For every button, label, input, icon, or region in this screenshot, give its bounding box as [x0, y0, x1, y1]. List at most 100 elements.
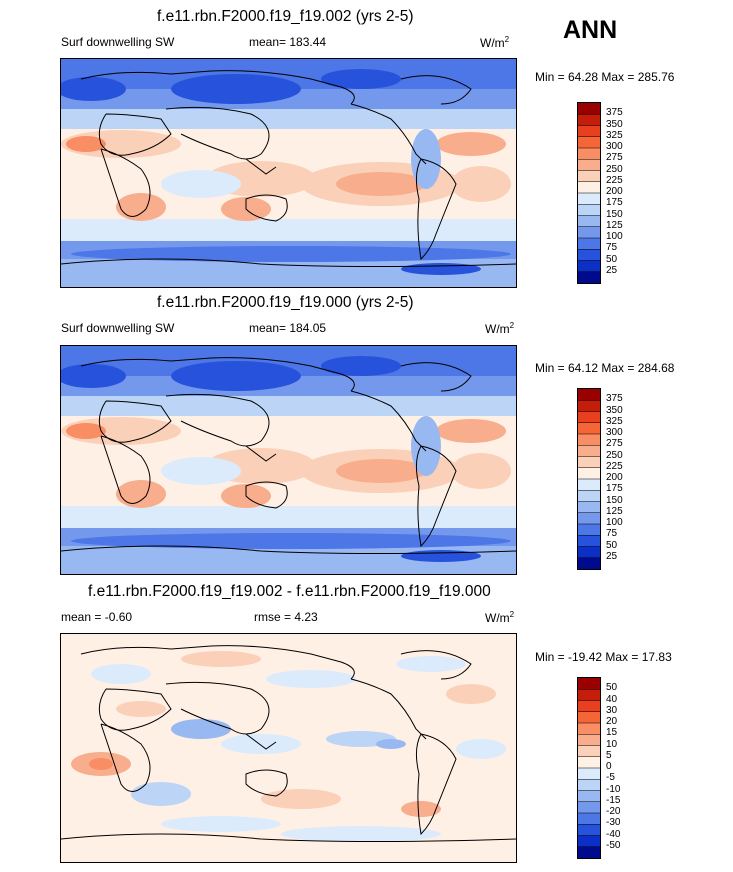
panel3-colorbar-tick: 20	[606, 716, 618, 727]
panel1-colorbar-labels: 375 350 325 300 275 250 225 200 175 150 …	[606, 102, 656, 282]
panel3-colorbar-tick: 50	[606, 682, 618, 694]
panel1-map	[60, 58, 517, 288]
panel3-colorbar-tick: 30	[606, 704, 618, 716]
panel1-colorbar-tick: 225	[606, 174, 623, 186]
panel1-colorbar-tick: 50	[606, 253, 618, 265]
panel2-colorbar-tick: 300	[606, 427, 623, 438]
panel3-minmax: Min = -19.42 Max = 17.83	[535, 650, 672, 664]
panel2-colorbar-labels: 375 350 325 300 275 250 225 200 175 150 …	[606, 388, 656, 568]
panel3-map	[60, 633, 517, 863]
colorbar-swatch	[578, 824, 600, 836]
panel1-mean-label: mean= 183.44	[249, 35, 327, 49]
panel3-rmse-label: rmse = 4.23	[254, 610, 318, 624]
panel2-colorbar-tick: 25	[606, 550, 618, 562]
panel2-units: W/m2	[485, 321, 515, 336]
panel1-field	[61, 59, 516, 287]
colorbar-swatch	[578, 389, 600, 401]
season-label: ANN	[563, 16, 618, 44]
colorbar-swatch	[578, 193, 600, 205]
colorbar-swatch	[578, 756, 600, 769]
colorbar-swatch	[578, 835, 600, 848]
colorbar-swatch	[578, 535, 600, 547]
colorbar-swatch	[578, 490, 600, 502]
panel2-minmax: Min = 64.12 Max = 284.68	[535, 361, 675, 375]
panel3-colorbar	[577, 677, 601, 859]
colorbar-swatch	[578, 238, 600, 250]
colorbar-swatch	[578, 170, 600, 183]
colorbar-swatch	[578, 546, 600, 559]
colorbar-swatch	[578, 689, 600, 701]
panel2-colorbar-tick: 75	[606, 528, 618, 540]
colorbar-swatch	[578, 226, 600, 239]
colorbar-swatch	[578, 745, 600, 758]
panel1-colorbar	[577, 102, 601, 284]
colorbar-swatch	[578, 456, 600, 469]
colorbar-swatch	[578, 524, 600, 536]
colorbar-swatch	[578, 422, 600, 435]
colorbar-swatch	[578, 204, 600, 216]
colorbar-swatch	[578, 114, 600, 126]
panel1-colorbar-tick: 200	[606, 186, 623, 197]
colorbar-swatch	[578, 271, 600, 283]
panel2-colorbar-tick: 125	[606, 505, 623, 517]
panel1-colorbar-tick: 250	[606, 163, 623, 175]
colorbar-swatch	[578, 557, 600, 569]
colorbar-swatch	[578, 479, 600, 491]
panel2-colorbar-tick: 50	[606, 539, 618, 551]
panel3-field	[61, 634, 516, 862]
panel2-title: f.e11.rbn.F2000.f19_f19.000 (yrs 2-5)	[157, 294, 414, 311]
panel2-variable-label: Surf downwelling SW	[61, 321, 175, 335]
panel3-colorbar-tick: -40	[606, 828, 621, 840]
panel2-colorbar-tick: 325	[606, 415, 623, 427]
panel1-colorbar-tick: 325	[606, 129, 623, 141]
panel2-colorbar-tick: 350	[606, 404, 623, 416]
panel1-colorbar-tick: 300	[606, 141, 623, 152]
colorbar-swatch	[578, 181, 600, 194]
colorbar-swatch	[578, 467, 600, 480]
colorbar-swatch	[578, 678, 600, 690]
panel1-units: W/m2	[480, 35, 510, 50]
panel1-colorbar-swatches	[578, 103, 600, 283]
panel3-colorbar-tick: -15	[606, 794, 621, 806]
colorbar-swatch	[578, 512, 600, 525]
panel2-colorbar-swatches	[578, 389, 600, 569]
colorbar-swatch	[578, 260, 600, 273]
colorbar-swatch	[578, 125, 600, 138]
panel1-title: f.e11.rbn.F2000.f19_f19.002 (yrs 2-5)	[157, 8, 414, 25]
colorbar-swatch	[578, 103, 600, 115]
panel2-colorbar-tick: 100	[606, 517, 623, 528]
colorbar-swatch	[578, 445, 600, 457]
panel2-colorbar-tick: 200	[606, 472, 623, 483]
panel3-colorbar-swatches	[578, 678, 600, 858]
panel3-coastlines	[61, 645, 516, 842]
colorbar-swatch	[578, 249, 600, 261]
panel3-mean-label: mean = -0.60	[61, 610, 133, 624]
panel1-colorbar-tick: 350	[606, 118, 623, 130]
panel2-colorbar-tick: 250	[606, 449, 623, 461]
panel1-colorbar-tick: 150	[606, 208, 623, 220]
colorbar-swatch	[578, 790, 600, 803]
colorbar-swatch	[578, 148, 600, 160]
panel3-colorbar-tick: 0	[606, 761, 612, 772]
colorbar-swatch	[578, 159, 600, 171]
colorbar-swatch	[578, 400, 600, 412]
panel2-colorbar-tick: 225	[606, 460, 623, 472]
colorbar-swatch	[578, 700, 600, 713]
panel3-colorbar-tick: 15	[606, 727, 618, 739]
colorbar-swatch	[578, 846, 600, 858]
colorbar-swatch	[578, 768, 600, 780]
colorbar-swatch	[578, 136, 600, 149]
colorbar-swatch	[578, 501, 600, 514]
panel3-title: f.e11.rbn.F2000.f19_f19.002 - f.e11.rbn.…	[88, 583, 491, 600]
panel3-colorbar-tick: 10	[606, 738, 618, 750]
panel2-colorbar-tick: 275	[606, 438, 623, 450]
panel2-colorbar	[577, 388, 601, 570]
panel1-variable-label: Surf downwelling SW	[61, 35, 175, 49]
colorbar-swatch	[578, 711, 600, 724]
panel3-colorbar-labels: 50 40 30 20 15 10 5 0 -5 -10 -15 -20 -30…	[606, 677, 656, 857]
panel2-colorbar-tick: 175	[606, 483, 623, 495]
panel2-mean-label: mean= 184.05	[249, 321, 327, 335]
panel3-units: W/m2	[485, 610, 515, 625]
panel3-colorbar-tick: -10	[606, 783, 621, 795]
panel1-colorbar-tick: 125	[606, 219, 623, 231]
